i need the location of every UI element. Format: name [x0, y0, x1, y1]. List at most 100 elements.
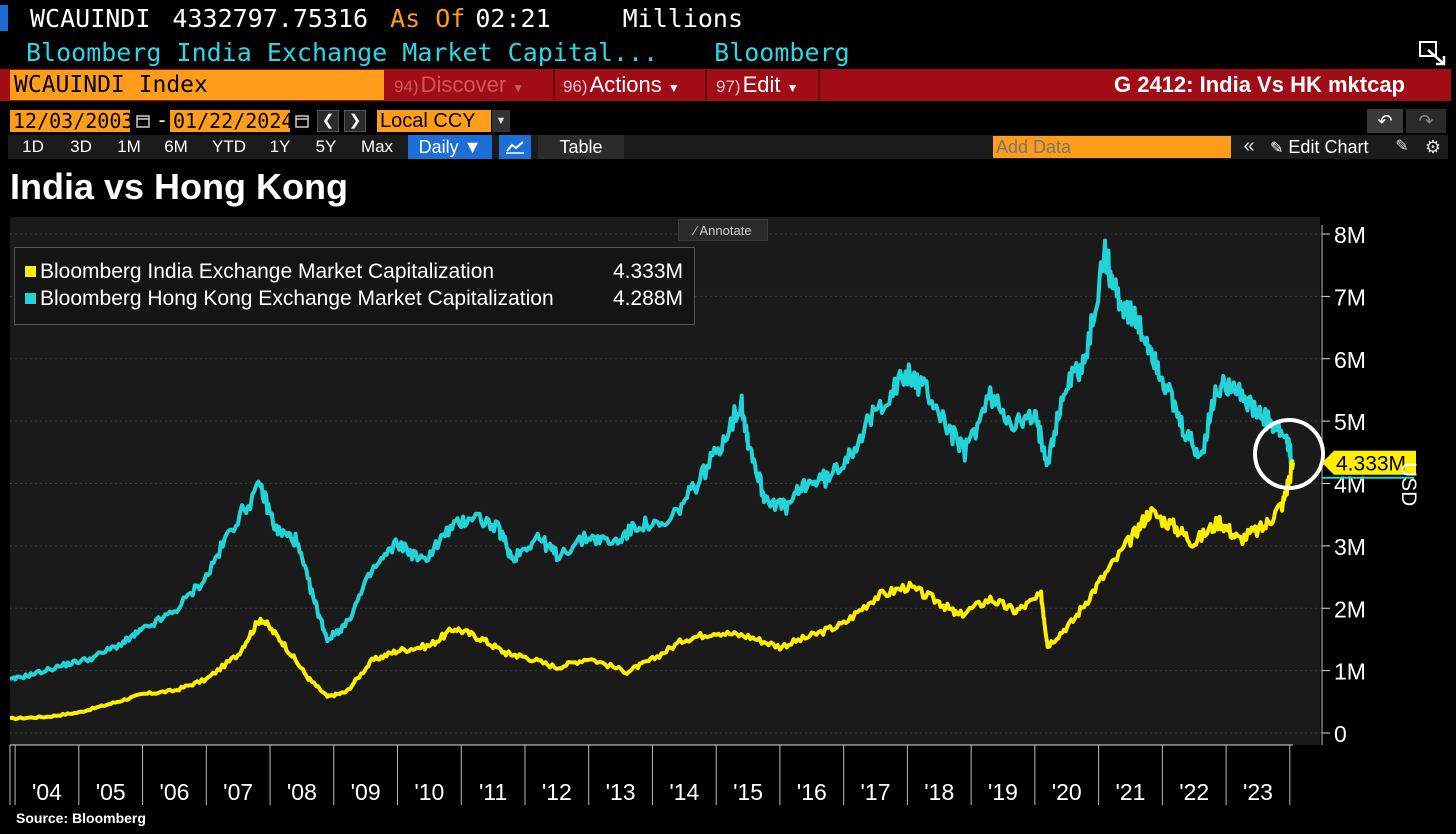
y-tick-label: 7M [1334, 284, 1366, 310]
x-tick-label: '17 [861, 779, 891, 805]
series-line-india [9, 459, 1295, 722]
highlight-circle [1253, 418, 1325, 490]
pencil-icon: ✎ [1270, 140, 1284, 157]
axis-layer: 0 1M 2M 3M 4M 5M 6M 7M 8M '04 '05 '06 '07 '08 '09 '10 '1… [9, 222, 1366, 807]
x-tick-label: '06 [159, 779, 189, 805]
y-tick-label: 8M [1334, 222, 1366, 248]
ticker-marker [0, 5, 8, 31]
period-1y-button[interactable]: 1Y [269, 137, 291, 156]
start-date-input[interactable]: 12/03/2003 [10, 110, 133, 132]
menu-divider [705, 70, 707, 100]
last-value-label: 4.333M [1336, 453, 1406, 476]
discover-menu[interactable]: 94)Discover ▼ [394, 70, 524, 100]
description-line: Bloomberg India Exchange Market Capital.… [26, 38, 906, 67]
chevron-down-icon[interactable]: ▼ [492, 110, 510, 132]
legend-value: 4.333M [612, 260, 683, 283]
legend-item-india[interactable]: Bloomberg India Exchange Market Capitali… [25, 260, 685, 286]
edit-label: Edit [742, 72, 781, 97]
x-tick-label: '05 [96, 779, 126, 805]
collapse-icon[interactable]: « [1243, 135, 1255, 157]
edit-number: 97) [716, 77, 741, 96]
legend: Bloomberg India Exchange Market Capitali… [14, 247, 695, 325]
period-5y-button[interactable]: 5Y [315, 137, 337, 156]
expand-icon[interactable] [1418, 40, 1448, 66]
redo-icon[interactable]: ↷ [1406, 109, 1446, 133]
y-tick-label: 5M [1334, 409, 1366, 435]
x-tick-label: '23 [1243, 779, 1273, 805]
security-description: Bloomberg India Exchange Market Capital.… [26, 38, 659, 67]
period-max-button[interactable]: Max [360, 137, 394, 156]
table-button[interactable]: Table [538, 135, 624, 159]
calendar-icon[interactable] [135, 110, 151, 132]
edit-chart-button[interactable]: ✎ Edit Chart [1270, 135, 1368, 159]
actions-number: 96) [563, 77, 588, 96]
legend-swatch [25, 293, 36, 304]
x-tick-label: '10 [414, 779, 444, 805]
period-1m-button[interactable]: 1M [117, 137, 141, 156]
x-tick-label: '04 [32, 779, 62, 805]
y-tick-label: 4M [1334, 472, 1366, 498]
end-date-input[interactable]: 01/22/2024 [170, 110, 293, 132]
currency-select[interactable]: Local CCY [377, 110, 491, 132]
period-6m-button[interactable]: 6M [164, 137, 188, 156]
chart-name: G 2412: India Vs HK mktcap [1114, 72, 1405, 97]
discover-label: Discover [420, 72, 507, 97]
label-layer: 4.333M [1322, 450, 1416, 479]
date-dash: - [156, 108, 169, 132]
legend-label: Bloomberg India Exchange Market Capitali… [40, 260, 495, 283]
actions-menu[interactable]: 96)Actions ▼ [563, 70, 680, 100]
last-value: 4332797.75316 [172, 4, 369, 33]
x-tick-label: '12 [542, 779, 572, 805]
security-input[interactable]: WCAUINDI Index [10, 70, 384, 100]
chevron-down-icon: ▼ [667, 81, 680, 95]
add-data-input[interactable] [993, 136, 1231, 158]
x-tick-label: '21 [1115, 779, 1145, 805]
as-of-time: 02:21 [475, 4, 551, 33]
edit-layout-icon[interactable]: ✎ [1395, 138, 1409, 155]
undo-icon[interactable]: ↶ [1367, 109, 1403, 133]
x-tick-label: '16 [797, 779, 827, 805]
period-ytd-button[interactable]: YTD [212, 137, 246, 156]
prev-period-button[interactable]: ❮ [317, 110, 339, 132]
line-chart-icon[interactable] [499, 135, 531, 159]
x-tick-label: '13 [606, 779, 636, 805]
x-tick-label: '14 [669, 779, 699, 805]
y-tick-label: 1M [1334, 659, 1366, 685]
x-tick-label: '22 [1179, 779, 1209, 805]
chevron-down-icon: ▼ [512, 81, 525, 95]
y-tick-label: 0 [1334, 721, 1347, 747]
legend-label: Bloomberg Hong Kong Exchange Market Capi… [40, 287, 554, 310]
menu-divider [553, 70, 555, 100]
legend-item-hong-kong[interactable]: Bloomberg Hong Kong Exchange Market Capi… [25, 287, 685, 313]
ticker-symbol: WCAUINDI [30, 4, 151, 33]
pencil-icon: ⁄ [694, 223, 697, 238]
x-tick-label: '20 [1052, 779, 1082, 805]
ticker-line: WCAUINDI 4332797.75316 As Of 02:21 Millions [0, 4, 765, 36]
menu-divider [818, 70, 820, 100]
x-tick-label: '15 [733, 779, 763, 805]
frequency-select[interactable]: Daily ▼ [408, 135, 492, 159]
y-axis-label: USD [1397, 462, 1420, 507]
annotate-button[interactable]: ⁄ Annotate [678, 219, 768, 241]
source-name: Bloomberg [714, 38, 850, 67]
x-tick-label: '09 [351, 779, 381, 805]
gear-icon[interactable]: ⚙ [1424, 137, 1442, 157]
calendar-icon[interactable] [294, 110, 310, 132]
y-tick-label: 2M [1334, 596, 1366, 622]
y-tick-label: 3M [1334, 534, 1366, 560]
x-tick-label: '19 [988, 779, 1018, 805]
x-tick-label: '08 [287, 779, 317, 805]
x-axis-band [10, 745, 1293, 807]
annotate-label: Annotate [699, 223, 752, 238]
edit-menu[interactable]: 97)Edit ▼ [716, 70, 799, 100]
last-value-tag [1322, 450, 1416, 475]
discover-number: 94) [394, 77, 419, 96]
legend-value: 4.288M [612, 287, 683, 310]
chevron-down-icon: ▼ [786, 81, 799, 95]
period-1d-button[interactable]: 1D [22, 137, 44, 156]
next-period-button[interactable]: ❯ [344, 110, 366, 132]
actions-label: Actions [589, 72, 662, 97]
period-3d-button[interactable]: 3D [70, 137, 92, 156]
legend-swatch [25, 266, 36, 277]
